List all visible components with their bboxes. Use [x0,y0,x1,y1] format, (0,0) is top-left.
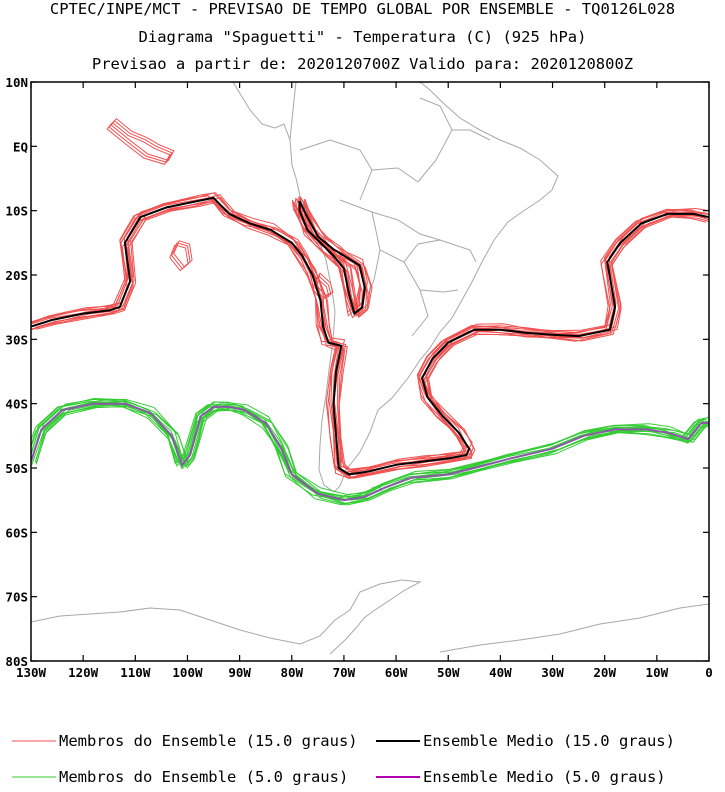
y-tick-label: EQ [13,139,28,154]
y-tick-label: 20S [5,268,28,283]
y-tick-label: 10N [5,75,28,90]
x-tick-label: 0 [705,665,713,680]
x-tick-label: 70W [333,665,356,680]
x-tick-label: 20W [593,665,616,680]
y-tick-label: 50S [5,461,28,476]
members-15-graus-member-11-segment-1 [36,197,709,476]
members-15-graus [31,192,709,480]
y-tick-label: 60S [5,525,28,540]
x-tick-label: 120W [68,665,99,680]
x-tick-label: 90W [228,665,251,680]
central-america-coastline [232,82,291,141]
legend-entry: Ensemble Medio (5.0 graus) [376,768,666,786]
members-5-graus-member-6-segment-1 [31,398,709,496]
y-tick-label: 80S [5,654,28,669]
members-15-graus-member-8-segment-1 [31,197,706,475]
legend-label: Membros do Ensemble (5.0 graus) [59,768,348,786]
x-tick-label: 50W [437,665,460,680]
plot-frame [30,81,710,662]
members-15-graus-member-12-segment-1 [31,194,705,474]
y-tick-label: 10S [5,204,28,219]
x-tick-label: 100W [172,665,203,680]
legend-entry: Membros do Ensemble (5.0 graus) [12,768,348,786]
x-tick-label: 110W [120,665,151,680]
x-tick-label: 130W [16,665,47,680]
south-america-coastline [289,82,559,493]
x-tick-label: 60W [385,665,408,680]
member-contour-15-2-3 [169,244,189,272]
chart-title-line-3: Previsao a partir de: 2020120700Z Valido… [91,55,634,73]
ensemble-mean-5-line-1 [31,402,709,502]
members-5-graus-member-4-segment-1 [35,399,709,499]
map-background [31,82,709,655]
members-5-graus-member-5-segment-1 [31,403,705,501]
y-tick-label: 40S [5,397,28,412]
chart-title-line-1: CPTEC/INPE/MCT - PREVISAO DE TEMPO GLOBA… [49,0,676,18]
y-tick-label: 70S [5,590,28,605]
members-5-graus-member-8-segment-1 [31,401,707,501]
members-5-graus [31,397,709,506]
members-5-graus-member-11-segment-1 [35,403,709,501]
ensemble-mean-15-line-2 [298,200,366,316]
member-contour-15-1-1 [108,120,173,163]
y-tick-label: 30S [5,332,28,347]
legend-entry: Membros do Ensemble (15.0 graus) [12,732,358,750]
member-contour-15-1-3 [106,122,171,165]
country-borders [299,97,491,337]
members-5-graus-member-1-segment-1 [31,399,706,499]
members-15-graus-member-9-segment-1 [36,201,709,479]
members-15-graus-member-6-segment-1 [31,192,709,471]
members-5-graus-member-10-segment-1 [31,397,707,497]
member-contour-15-1-2 [110,118,175,161]
x-tick-label: 40W [489,665,512,680]
legend-entry: Ensemble Medio (15.0 graus) [376,732,675,750]
legend-label: Ensemble Medio (15.0 graus) [423,732,675,750]
members-5-graus-member-12-segment-1 [31,401,705,498]
members-15-graus-member-7-segment-1 [31,201,709,480]
chart-title-line-2: Diagrama "Spaguetti" - Temperatura (C) (… [138,28,587,46]
members-15-graus-member-2-segment-1 [34,200,709,478]
x-tick-label: 10W [646,665,669,680]
ensemble-mean-15-line-1 [31,196,709,476]
antarctica-coastline [31,579,709,655]
x-tick-label: 80W [280,665,303,680]
member-contour-15-3-3 [312,276,330,301]
members-15-graus-member-12-segment-2 [291,199,361,314]
legend-label: Membros do Ensemble (15.0 graus) [59,732,358,750]
x-tick-label: 30W [541,665,564,680]
member-contour-15-3-2 [316,272,334,297]
members-5-graus-member-3-segment-1 [31,406,706,506]
legend-label: Ensemble Medio (5.0 graus) [423,768,666,786]
